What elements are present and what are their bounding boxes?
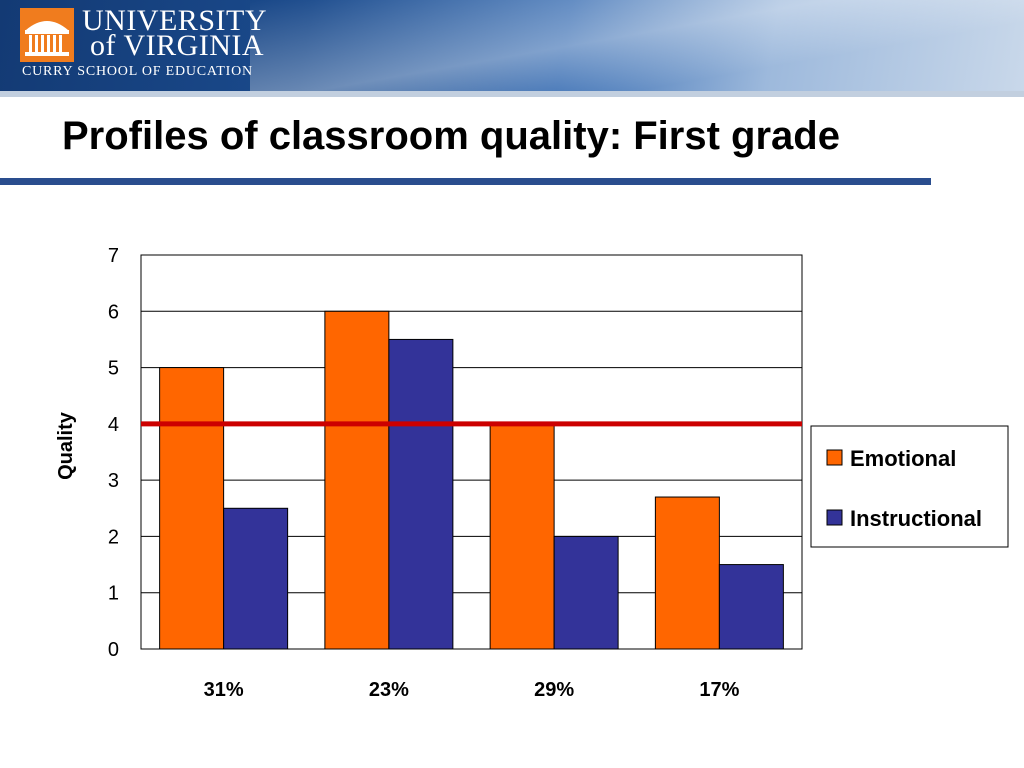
bar-instructional-2 — [553, 535, 619, 650]
y-tick-label: 3 — [108, 470, 119, 492]
plot-border — [140, 254, 803, 650]
bar-emotional-0 — [159, 367, 225, 650]
bar-instructional-1 — [388, 338, 454, 650]
school-name: CURRY SCHOOL OF EDUCATION — [22, 64, 253, 79]
bar-emotional-1 — [324, 310, 390, 650]
legend-label-instructional: Instructional — [850, 506, 982, 531]
y-tick-label: 2 — [108, 526, 119, 548]
university-logo: UNIVERSITY of VIRGINIA CURRY SCHOOL OF E… — [0, 0, 267, 91]
y-tick-label: 0 — [108, 639, 119, 661]
y-tick-label: 1 — [108, 583, 119, 605]
y-tick-label: 5 — [108, 358, 119, 380]
title-underline — [0, 178, 931, 185]
bar-emotional-3 — [654, 496, 720, 650]
y-axis-title: Quality — [55, 411, 77, 480]
y-tick-label: 4 — [108, 414, 119, 436]
header-banner: UNIVERSITY of VIRGINIA CURRY SCHOOL OF E… — [0, 0, 1024, 97]
y-tick-label: 6 — [108, 301, 119, 323]
university-name-line1: UNIVERSITY — [82, 4, 267, 37]
x-category-label: 17% — [699, 679, 739, 701]
bar-instructional-3 — [718, 564, 784, 650]
bar-instructional-0 — [223, 507, 289, 650]
legend-swatch-instructional — [826, 509, 843, 526]
university-name-line2: of VIRGINIA — [90, 29, 265, 62]
x-category-label: 29% — [534, 679, 574, 701]
x-category-label: 31% — [204, 679, 244, 701]
slide-title: Profiles of classroom quality: First gra… — [62, 114, 840, 158]
legend-label-emotional: Emotional — [850, 446, 956, 471]
y-tick-label: 7 — [108, 245, 119, 267]
bar-emotional-2 — [489, 423, 555, 650]
rotunda-icon — [20, 8, 74, 62]
legend-box — [810, 425, 1009, 548]
banner-decoration — [250, 0, 1024, 91]
legend-swatch-emotional — [826, 449, 843, 466]
x-category-label: 23% — [369, 679, 409, 701]
